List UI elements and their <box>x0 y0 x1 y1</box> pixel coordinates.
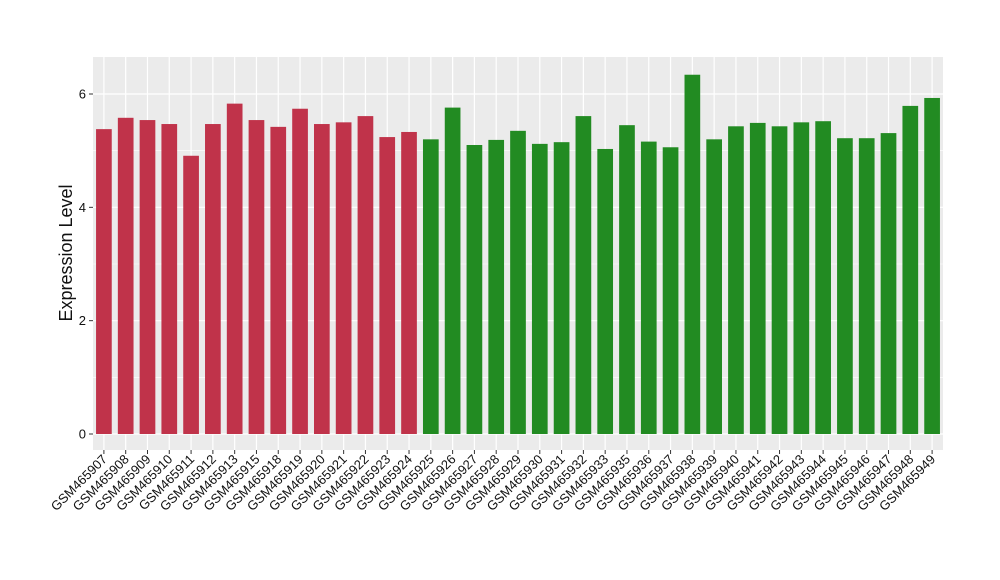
bar <box>640 141 657 434</box>
bar <box>662 147 679 434</box>
bar <box>728 126 744 435</box>
bar <box>749 122 766 435</box>
bar <box>902 105 919 435</box>
bar <box>444 107 461 434</box>
bar <box>248 120 265 435</box>
bar <box>619 125 635 435</box>
bar <box>357 116 374 434</box>
y-tick-label: 6 <box>79 87 86 102</box>
bar <box>575 116 592 434</box>
bar <box>771 126 788 435</box>
bar <box>815 121 831 434</box>
bar <box>161 124 178 435</box>
bar <box>466 145 483 434</box>
bar <box>270 126 287 434</box>
bar <box>706 139 722 435</box>
bar <box>401 131 417 434</box>
bar <box>880 133 897 434</box>
bar <box>139 120 156 435</box>
bar <box>553 142 570 434</box>
bar <box>117 117 134 435</box>
bar <box>684 74 701 434</box>
bar <box>531 143 548 434</box>
bar <box>597 148 614 434</box>
y-tick-label: 4 <box>79 200 86 215</box>
bar <box>510 130 526 435</box>
bar <box>205 124 221 435</box>
bars <box>96 74 940 435</box>
bar <box>183 155 199 434</box>
bar <box>837 138 853 434</box>
bar <box>793 122 810 434</box>
bar <box>96 129 112 434</box>
bar <box>924 97 940 434</box>
bar <box>488 139 505 434</box>
y-tick-label: 0 <box>79 427 86 442</box>
y-tick-label: 2 <box>79 313 86 328</box>
bar <box>379 137 396 435</box>
bar <box>292 108 308 434</box>
bar <box>314 124 330 435</box>
x-axis: GSM465907GSM465908GSM465909GSM465910GSM4… <box>48 450 938 514</box>
bar <box>858 138 875 434</box>
y-axis-title: Expression Level <box>56 184 76 321</box>
bar <box>226 103 243 434</box>
y-axis: 0 2 4 6 <box>79 87 93 442</box>
bar <box>335 122 352 434</box>
bar <box>422 139 439 435</box>
